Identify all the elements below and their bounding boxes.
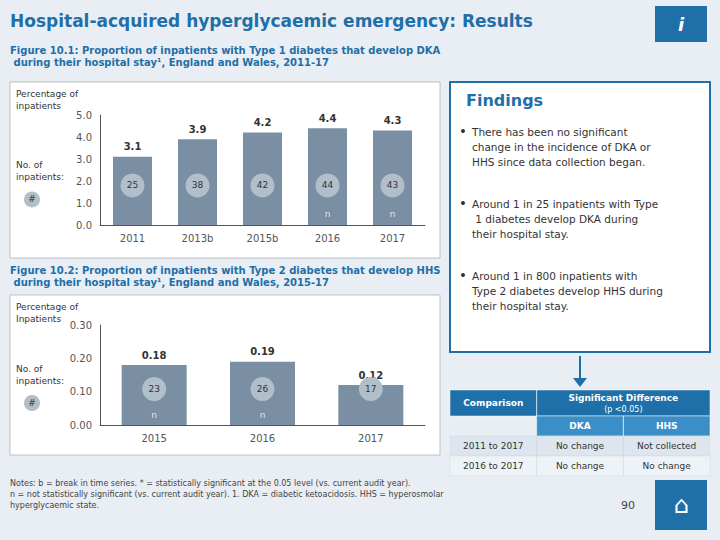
svg-text:change in the incidence of DKA: change in the incidence of DKA or [472,141,654,153]
svg-text:Findings: Findings [466,91,543,110]
svg-text:1 diabetes develop DKA during: 1 diabetes develop DKA during [472,213,642,225]
svg-text:2016: 2016 [250,433,275,444]
svg-text:their hospital stay.: their hospital stay. [472,300,569,312]
svg-text:HHS since data collection bega: HHS since data collection began. [472,156,645,168]
svg-text:Significant Difference: Significant Difference [568,393,678,403]
svg-text:inpatients:: inpatients: [16,172,64,182]
svg-text:2015: 2015 [141,433,166,444]
svg-text:4.2: 4.2 [254,117,272,128]
svg-text:90: 90 [621,499,635,512]
svg-text:25: 25 [127,180,138,190]
svg-text:38: 38 [192,180,204,190]
svg-text:n: n [260,410,266,420]
svg-text:4.0: 4.0 [76,132,92,143]
svg-text:Notes: b = break in time serie: Notes: b = break in time series. * = sta… [10,479,411,488]
svg-text:3.1: 3.1 [124,141,142,152]
svg-text:Comparison: Comparison [463,398,523,408]
svg-text:Percentage of: Percentage of [16,89,79,99]
svg-text:2015b: 2015b [247,233,279,244]
svg-text:2011: 2011 [120,233,145,244]
svg-text:0.10: 0.10 [70,386,92,397]
svg-text:n: n [151,410,157,420]
svg-text:0.00: 0.00 [70,420,92,431]
svg-text:4.3: 4.3 [384,115,402,126]
svg-text:0.18: 0.18 [142,350,167,361]
svg-text:17: 17 [365,384,376,394]
svg-text:n = not statistically signific: n = not statistically significant (vs. c… [10,490,446,499]
svg-text:4.4: 4.4 [319,113,337,124]
svg-text:inpatients:: inpatients: [16,376,64,386]
svg-text:DKA: DKA [569,421,590,431]
svg-text:inpatients: inpatients [16,101,61,111]
svg-text:No change: No change [556,461,605,471]
svg-text:Around 1 in 800 inpatients wit: Around 1 in 800 inpatients with [472,270,641,282]
svg-text:Type 2 diabetes develop HHS du: Type 2 diabetes develop HHS during [471,285,666,297]
svg-text:No change: No change [556,441,605,451]
svg-text:⌂: ⌂ [673,491,688,519]
svg-text:Around 1 in 25 inpatients with: Around 1 in 25 inpatients with Type [472,198,658,210]
svg-text:23: 23 [148,384,159,394]
svg-text:2011 to 2017: 2011 to 2017 [463,441,524,451]
svg-text:1.0: 1.0 [76,198,92,209]
svg-text:43: 43 [387,180,398,190]
svg-text:0.0: 0.0 [76,220,92,231]
svg-text:Figure 10.1: Proportion of inp: Figure 10.1: Proportion of inpatients wi… [10,45,441,56]
svg-text:0.19: 0.19 [250,346,275,357]
svg-text:2017: 2017 [358,433,383,444]
svg-text:0.20: 0.20 [70,353,92,364]
svg-text:No. of: No. of [16,160,43,170]
svg-text:hyperglycaemic state.: hyperglycaemic state. [10,501,99,510]
svg-text:their hospital stay.: their hospital stay. [472,228,569,240]
svg-text:26: 26 [257,384,269,394]
svg-text:3.0: 3.0 [76,154,92,165]
svg-text:2.0: 2.0 [76,176,92,187]
svg-text:during their hospital stay¹, E: during their hospital stay¹, England and… [10,57,329,68]
svg-text:#: # [28,398,36,408]
svg-text:0.12: 0.12 [358,369,384,381]
svg-text:n: n [325,209,331,219]
svg-text:Hospital-acquired hyperglycaem: Hospital-acquired hyperglycaemic emergen… [10,11,533,31]
svg-text:5.0: 5.0 [76,110,92,121]
svg-text:#: # [28,194,36,204]
svg-text:HHS: HHS [656,421,678,431]
svg-text:2016 to 2017: 2016 to 2017 [463,461,524,471]
svg-text:Inpatients: Inpatients [16,314,61,324]
svg-text:There has been no significant: There has been no significant [471,126,631,138]
svg-text:44: 44 [322,180,334,190]
svg-text:2016: 2016 [315,233,340,244]
svg-text:(p <0.05): (p <0.05) [604,405,642,414]
svg-text:42: 42 [257,180,268,190]
svg-text:Not collected: Not collected [637,441,696,451]
svg-text:No change: No change [643,461,692,471]
svg-text:3.9: 3.9 [189,124,207,135]
svg-text:n: n [390,209,396,219]
svg-text:2017: 2017 [380,233,405,244]
svg-text:No. of: No. of [16,364,43,374]
svg-text:2013b: 2013b [182,233,214,244]
svg-text:during their hospital stay¹, E: during their hospital stay¹, England and… [10,277,329,288]
svg-text:Figure 10.2: Proportion of inp: Figure 10.2: Proportion of inpatients wi… [10,265,441,276]
svg-text:i: i [678,14,685,35]
svg-text:Percentage of: Percentage of [16,302,79,312]
svg-text:0.30: 0.30 [70,320,92,331]
